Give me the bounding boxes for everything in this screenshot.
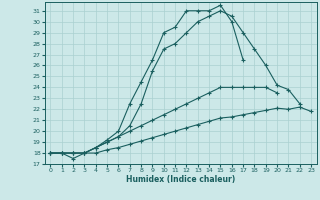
X-axis label: Humidex (Indice chaleur): Humidex (Indice chaleur) xyxy=(126,175,236,184)
